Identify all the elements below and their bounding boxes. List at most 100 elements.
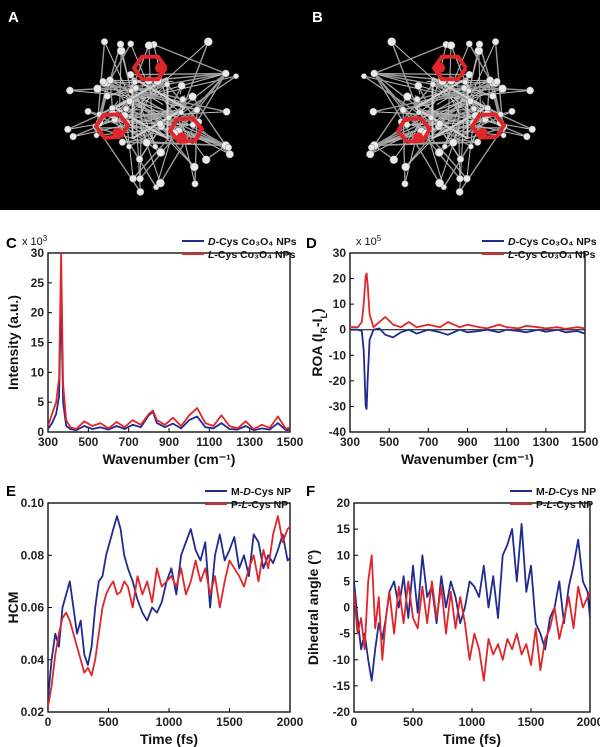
bond-line: [128, 73, 226, 101]
bond-line: [122, 141, 226, 147]
y-tick-label: 10: [31, 365, 45, 379]
y-tick-label: 5: [343, 574, 350, 588]
atom: [190, 162, 199, 172]
atom: [403, 121, 411, 129]
panel-letter: D: [306, 235, 317, 252]
panel-letter: F: [306, 483, 315, 500]
legend-label: D-Cys Co₃O₄ NPs: [208, 236, 297, 248]
x-tick-label: 500: [78, 435, 98, 449]
bond-line: [192, 96, 227, 146]
atom: [163, 81, 171, 88]
atom: [127, 40, 135, 48]
atom: [456, 155, 465, 163]
bond-line: [441, 80, 460, 115]
atom: [436, 120, 444, 128]
legend-text: -Cys Co₃O₄ NPs: [214, 249, 295, 261]
bond-line: [402, 109, 461, 180]
panel-b: B: [300, 0, 600, 210]
bond-line: [373, 73, 468, 180]
atom: [65, 86, 74, 95]
x-tick-label: 1300: [236, 435, 263, 449]
y-tick-label: 0: [339, 323, 346, 337]
bond-line: [131, 97, 170, 119]
molecule-structure-b: [361, 37, 536, 196]
bond-line: [99, 96, 132, 115]
x-tick-label: 1500: [518, 715, 545, 729]
bond-line: [400, 83, 434, 123]
atom: [456, 174, 464, 183]
y-tick-label: -15: [333, 679, 351, 693]
y-axis-label: Dihedral angle (°): [305, 550, 321, 665]
bond-line: [430, 97, 469, 119]
y-tick-label: -10: [329, 348, 347, 362]
y-axis-label-part: -I: [309, 319, 325, 328]
chiral-atom: [155, 63, 165, 73]
series-line-d: [354, 523, 590, 682]
chiral-ring: [94, 112, 130, 140]
atom: [389, 155, 399, 165]
x-tick-label: 900: [457, 435, 477, 449]
y-axis-label: ROA (IR-IL): [309, 308, 329, 376]
atom: [93, 84, 102, 93]
bond-line: [130, 90, 198, 111]
legend-chirality: D: [208, 236, 216, 248]
atom: [116, 40, 125, 49]
y-tick-label: 10: [333, 297, 347, 311]
atom: [475, 40, 484, 49]
scale-exponent: 5: [377, 234, 382, 243]
chiral-atom: [435, 63, 445, 73]
x-tick-label: 900: [159, 435, 179, 449]
bond-line: [104, 41, 136, 109]
legend-text: -Cys NP: [553, 499, 593, 511]
atom: [434, 148, 444, 157]
plot-frame: [47, 252, 291, 433]
legend-chirality: D: [548, 486, 556, 498]
bond-line: [468, 43, 491, 81]
bond-line: [464, 41, 496, 109]
atom: [177, 81, 186, 90]
chart-f: F -20 -15 -10 -5 0 5 10 15 20 0 500 1000 1500 2000 Time…: [305, 483, 600, 747]
atom: [441, 143, 448, 150]
bond-line: [453, 122, 474, 137]
atom: [135, 155, 144, 163]
atom: [225, 150, 234, 159]
atom: [233, 73, 239, 80]
bond-line: [432, 83, 531, 92]
y-tick-label: 30: [31, 246, 45, 260]
atom: [462, 79, 468, 86]
atom: [132, 79, 138, 86]
y-tick-label: 0.10: [21, 496, 45, 510]
y-tick-label: -20: [333, 705, 351, 719]
x-tick-label: 500: [403, 715, 423, 729]
atom: [413, 96, 421, 103]
series-line-d: [350, 327, 585, 410]
panel-b-letter: B: [312, 9, 323, 26]
x-axis-label: Time (fs): [140, 731, 198, 747]
atom: [191, 180, 199, 188]
legend-prefix: P-: [231, 499, 242, 511]
bond-line: [402, 90, 470, 111]
scale-factor: x 103: [22, 234, 48, 249]
atom: [367, 143, 376, 152]
scale-exponent: 3: [43, 234, 48, 243]
atom: [129, 174, 137, 183]
bond-line: [373, 73, 404, 111]
x-tick-label: 500: [379, 435, 399, 449]
legend-text: -Cys NP: [556, 486, 596, 498]
bond-line: [97, 88, 132, 92]
bond-line: [374, 73, 472, 101]
series-line-d: [48, 293, 290, 432]
x-tick-label: 0: [45, 715, 52, 729]
bond-line: [196, 73, 227, 111]
x-tick-label: 1000: [156, 715, 183, 729]
bond-line: [166, 72, 226, 85]
chart-d: D -40 -30 -20 -10 0 10 20 30 300 500 700 900 1100 1300…: [306, 234, 599, 468]
atom: [401, 180, 409, 188]
legend-chirality: L: [547, 499, 553, 511]
atom: [500, 132, 507, 139]
bond-line: [69, 90, 157, 100]
atom: [361, 73, 367, 80]
atom: [132, 84, 140, 92]
scale-base: x 10: [356, 236, 377, 248]
